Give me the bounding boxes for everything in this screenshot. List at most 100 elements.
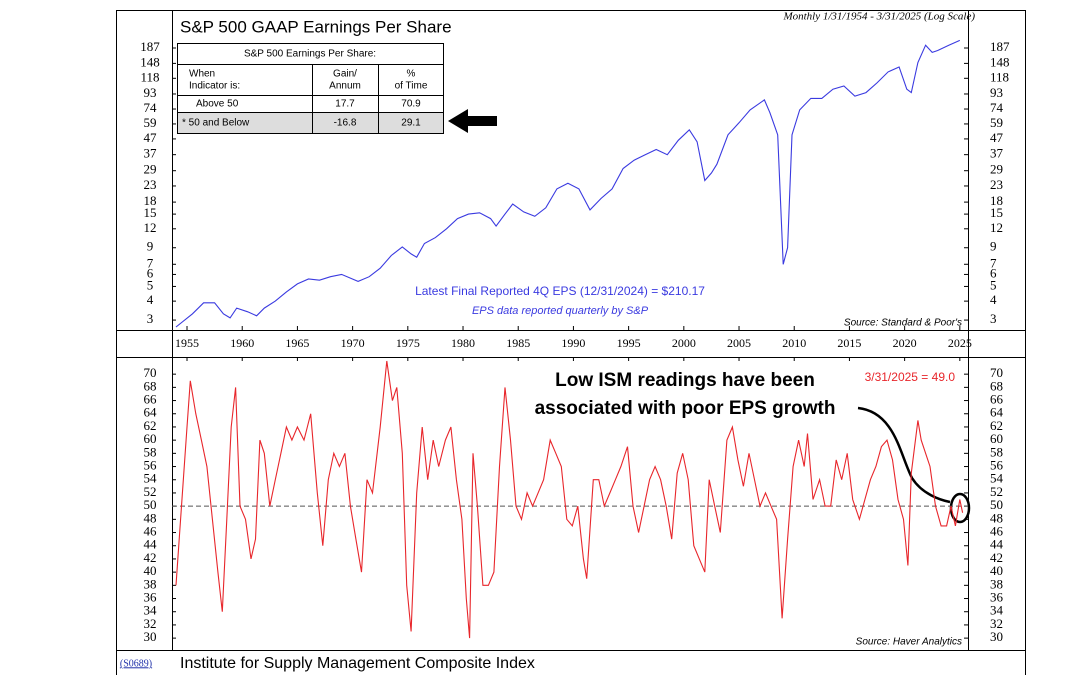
y2-tick-label: 46 — [990, 524, 1004, 539]
y-tick-label: 62 — [144, 418, 157, 433]
x-tick-label: 2025 — [948, 336, 972, 350]
y-tick-label: 40 — [144, 563, 157, 578]
y-tick-label: 44 — [144, 537, 158, 552]
annotation: associated with poor EPS growth — [535, 398, 836, 419]
y-tick-label: 36 — [144, 590, 158, 605]
y-tick-label: 42 — [144, 550, 157, 565]
table-header: When — [189, 69, 215, 80]
data-line — [175, 39, 961, 328]
table-title: S&P 500 Earnings Per Share: — [244, 49, 376, 60]
x-tick-label: 2000 — [672, 336, 696, 350]
y-tick-label: 29 — [144, 162, 157, 177]
y-tick-label: 46 — [144, 524, 158, 539]
x-tick-label: 1980 — [451, 336, 475, 350]
table-cell: 17.7 — [335, 99, 355, 110]
y2-tick-label: 9 — [990, 239, 997, 254]
y2-tick-label: 50 — [990, 497, 1003, 512]
y-tick-label: 59 — [144, 115, 157, 130]
y2-tick-label: 74 — [990, 100, 1004, 115]
y-tick-label: 93 — [144, 85, 157, 100]
source: Source: Standard & Poor's — [844, 318, 962, 329]
y2-tick-label: 5 — [990, 277, 997, 292]
annotation: Latest Final Reported 4Q EPS (12/31/2024… — [415, 284, 705, 298]
y-tick-label: 68 — [144, 378, 157, 393]
chart-title: Institute for Supply Management Composit… — [180, 655, 535, 672]
y2-tick-label: 7 — [990, 255, 997, 270]
x-tick-label: 1985 — [506, 336, 530, 350]
table-cell: 70.9 — [401, 99, 421, 110]
table-cell: 29.1 — [401, 118, 421, 129]
y2-tick-label: 4 — [990, 292, 997, 307]
y2-tick-label: 54 — [990, 471, 1004, 486]
chart-title: S&P 500 GAAP Earnings Per Share — [180, 17, 452, 36]
annotation: Low ISM readings have been — [555, 370, 815, 391]
y-tick-label: 9 — [147, 239, 154, 254]
y2-tick-label: 60 — [990, 431, 1003, 446]
table-cell: Above 50 — [196, 99, 239, 110]
y-tick-label: 7 — [147, 255, 154, 270]
y2-tick-label: 56 — [990, 458, 1004, 473]
chart-id: (S0689) — [120, 658, 152, 669]
y2-tick-label: 6 — [990, 265, 997, 280]
data-line — [175, 360, 964, 639]
y-tick-label: 34 — [144, 603, 158, 618]
y-tick-label: 118 — [140, 69, 159, 84]
y-tick-label: 15 — [144, 205, 157, 220]
x-tick-label: 1965 — [285, 336, 309, 350]
y2-tick-label: 68 — [990, 378, 1003, 393]
frame — [116, 10, 1026, 675]
y-tick-label: 37 — [144, 146, 158, 161]
y-tick-label: 18 — [144, 193, 157, 208]
x-tick-label: 2015 — [837, 336, 861, 350]
y-tick-label: 187 — [140, 39, 160, 54]
table-header: % — [407, 69, 416, 80]
chart-subtitle: Monthly 1/31/1954 - 3/31/2025 (Log Scale… — [782, 11, 975, 23]
x-tick-label: 1990 — [561, 336, 585, 350]
y-tick-label: 50 — [144, 497, 157, 512]
y2-tick-label: 18 — [990, 193, 1003, 208]
y-tick-label: 47 — [144, 130, 158, 145]
table-header: Gain/ — [333, 69, 357, 80]
y2-tick-label: 48 — [990, 510, 1003, 525]
table-cell: * 50 and Below — [182, 118, 250, 129]
y2-tick-label: 93 — [990, 85, 1003, 100]
table: S&P 500 Earnings Per Share: WhenIndicator… — [177, 43, 444, 134]
y2-tick-label: 44 — [990, 537, 1004, 552]
y2-tick-label: 66 — [990, 392, 1004, 407]
y-tick-label: 6 — [147, 265, 154, 280]
annotation: EPS data reported quarterly by S&P — [472, 305, 649, 317]
y-tick-label: 30 — [144, 629, 157, 644]
y2-tick-label: 3 — [990, 311, 997, 326]
y-tick-label: 66 — [144, 392, 158, 407]
y-tick-label: 48 — [144, 510, 157, 525]
y-tick-label: 12 — [144, 220, 157, 235]
y2-tick-label: 52 — [990, 484, 1003, 499]
y-tick-label: 5 — [147, 277, 154, 292]
annotation: 3/31/2025 = 49.0 — [865, 370, 956, 384]
y2-tick-label: 58 — [990, 444, 1003, 459]
y2-tick-label: 34 — [990, 603, 1004, 618]
y2-tick-label: 12 — [990, 220, 1003, 235]
y2-tick-label: 118 — [990, 69, 1009, 84]
y-tick-label: 58 — [144, 444, 157, 459]
y2-tick-label: 36 — [990, 590, 1004, 605]
y2-tick-label: 59 — [990, 115, 1003, 130]
y-tick-label: 38 — [144, 576, 157, 591]
y-tick-label: 3 — [147, 311, 154, 326]
x-tick-label: 2005 — [727, 336, 751, 350]
y2-tick-label: 187 — [990, 39, 1010, 54]
x-tick-label: 1970 — [341, 336, 365, 350]
y2-tick-label: 62 — [990, 418, 1003, 433]
x-tick-label: 1975 — [396, 336, 420, 350]
y-tick-label: 32 — [144, 616, 157, 631]
y2-tick-label: 42 — [990, 550, 1003, 565]
y2-tick-label: 40 — [990, 563, 1003, 578]
y2-tick-label: 64 — [990, 405, 1004, 420]
table-highlight-row — [177, 112, 444, 134]
y2-tick-label: 47 — [990, 130, 1004, 145]
x-tick-label: 1960 — [230, 336, 254, 350]
arrow — [448, 109, 497, 133]
y-tick-label: 74 — [144, 100, 158, 115]
y2-tick-label: 23 — [990, 177, 1003, 192]
x-tick-label: 2020 — [893, 336, 917, 350]
